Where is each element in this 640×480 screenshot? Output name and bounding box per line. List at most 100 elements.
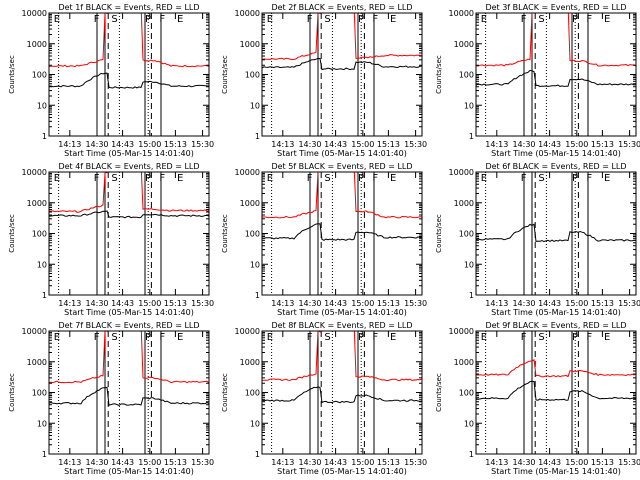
x-tick-label: 14:30 <box>512 299 535 308</box>
x-tick-label: 14:13 <box>485 140 508 149</box>
plot-frame <box>48 171 210 296</box>
series-group <box>476 358 636 401</box>
y-axis-label: Counts/sec <box>435 214 443 253</box>
marker-letter: E <box>481 14 487 25</box>
events-series-line <box>262 223 422 241</box>
x-axis-label: Start Time (05-Mar-15 14:01:40) <box>64 467 194 476</box>
marker-letter: E <box>267 332 273 343</box>
marker-letter: F <box>586 173 592 184</box>
marker-letter: E <box>481 173 487 184</box>
x-tick-label: 14:43 <box>538 299 561 308</box>
marker-letter: E <box>267 173 273 184</box>
x-tick-label: 15:13 <box>164 140 187 149</box>
y-tick-label: 10 <box>37 101 47 110</box>
x-tick-label: 14:43 <box>538 458 561 467</box>
marker-letter: F <box>372 14 378 25</box>
y-tick-label: 1000 <box>27 40 47 49</box>
plot-frame <box>475 171 637 296</box>
y-tick-label: 10 <box>250 260 260 269</box>
y-tick-label: 1 <box>255 450 260 459</box>
marker-letter: S <box>111 14 117 25</box>
x-tick-label: 15:30 <box>618 140 640 149</box>
series-group <box>476 223 636 243</box>
y-axis-label: Counts/sec <box>8 55 16 94</box>
x-tick-label: 15:13 <box>591 299 614 308</box>
panel-title: Det 1f BLACK = Events, RED = LLD <box>58 3 199 12</box>
y-tick-label: 10000 <box>235 9 260 18</box>
events-series-line <box>476 69 636 88</box>
marker-letter: P <box>572 14 578 25</box>
y-tick-label: 1000 <box>240 199 260 208</box>
y-tick-label: 1 <box>42 132 47 141</box>
lld-series-line <box>476 13 636 67</box>
lld-series-line <box>476 358 636 378</box>
y-tick-label: 100 <box>459 71 474 80</box>
x-tick-label: 15:30 <box>404 140 427 149</box>
x-tick-label: 15:00 <box>351 140 374 149</box>
y-tick-label: 10 <box>37 260 47 269</box>
y-tick-label: 1 <box>469 132 474 141</box>
plot-frame <box>48 330 210 455</box>
x-tick-label: 15:30 <box>404 299 427 308</box>
panel-title: Det 6f BLACK = Events, RED = LLD <box>485 162 626 171</box>
x-tick-label: 14:30 <box>512 140 535 149</box>
marker-letter: E <box>54 173 60 184</box>
y-tick-label: 1 <box>255 291 260 300</box>
panel-title: Det 5f BLACK = Events, RED = LLD <box>271 162 412 171</box>
series-group <box>262 331 422 404</box>
y-tick-label: 10000 <box>22 327 47 336</box>
marker-letter: E <box>604 173 610 184</box>
panel-title: Det 4f BLACK = Events, RED = LLD <box>58 162 199 171</box>
x-tick-label: 15:00 <box>351 299 374 308</box>
y-tick-label: 100 <box>32 230 47 239</box>
lld-series-line <box>49 172 209 213</box>
y-tick-label: 100 <box>32 71 47 80</box>
marker-letter: E <box>54 14 60 25</box>
x-tick-label: 14:13 <box>485 299 508 308</box>
x-tick-label: 14:43 <box>111 458 134 467</box>
x-tick-label: 14:13 <box>485 458 508 467</box>
marker-letter: F <box>94 14 100 25</box>
marker-letter: P <box>358 332 364 343</box>
y-axis-label: Counts/sec <box>8 214 16 253</box>
panel-title: Det 7f BLACK = Events, RED = LLD <box>58 321 199 330</box>
x-tick-label: 15:30 <box>618 458 640 467</box>
marker-letter: F <box>521 14 527 25</box>
x-tick-label: 14:30 <box>298 299 321 308</box>
x-tick-label: 15:00 <box>138 299 161 308</box>
y-tick-label: 1000 <box>454 40 474 49</box>
x-tick-label: 14:43 <box>324 140 347 149</box>
y-tick-label: 100 <box>32 389 47 398</box>
lld-series-line <box>262 331 422 382</box>
x-axis-label: Start Time (05-Mar-15 14:01:40) <box>277 149 407 158</box>
y-tick-label: 10000 <box>449 327 474 336</box>
marker-letter: S <box>538 173 544 184</box>
x-tick-label: 15:13 <box>164 299 187 308</box>
marker-letter: P <box>145 332 151 343</box>
marker-letter: F <box>372 173 378 184</box>
series-group <box>49 172 209 219</box>
x-tick-label: 14:43 <box>324 299 347 308</box>
marker-letter: F <box>159 332 165 343</box>
x-tick-label: 15:00 <box>351 458 374 467</box>
lld-series-line <box>262 172 422 219</box>
events-series-line <box>49 72 209 89</box>
marker-letter: S <box>111 332 117 343</box>
x-tick-label: 14:43 <box>111 140 134 149</box>
y-tick-label: 10000 <box>22 9 47 18</box>
marker-letter: F <box>307 14 313 25</box>
x-tick-label: 14:13 <box>58 458 81 467</box>
y-axis-label: Counts/sec <box>435 373 443 412</box>
panel-title: Det 2f BLACK = Events, RED = LLD <box>271 3 412 12</box>
plot-frame <box>475 12 637 137</box>
x-axis-label: Start Time (05-Mar-15 14:01:40) <box>64 149 194 158</box>
marker-letter: P <box>358 173 364 184</box>
x-tick-label: 15:00 <box>565 299 588 308</box>
marker-letter: P <box>145 173 151 184</box>
marker-letter: P <box>358 14 364 25</box>
x-axis-label: Start Time (05-Mar-15 14:01:40) <box>64 308 194 317</box>
